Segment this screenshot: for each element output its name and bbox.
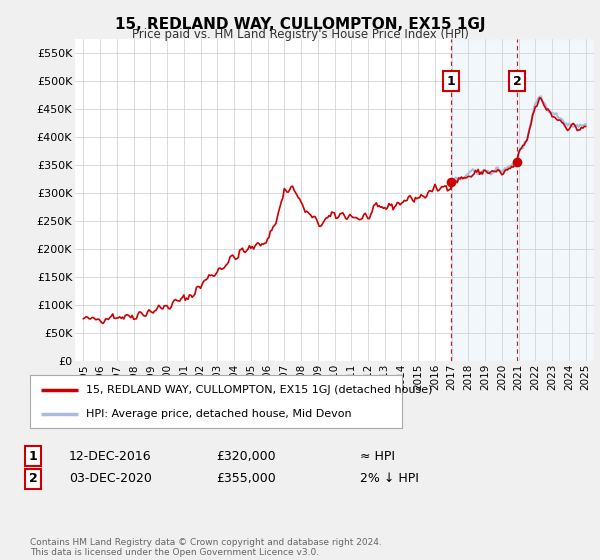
Text: Contains HM Land Registry data © Crown copyright and database right 2024.
This d: Contains HM Land Registry data © Crown c… — [30, 538, 382, 557]
Text: Price paid vs. HM Land Registry's House Price Index (HPI): Price paid vs. HM Land Registry's House … — [131, 28, 469, 41]
Text: ≈ HPI: ≈ HPI — [360, 450, 395, 463]
Text: £320,000: £320,000 — [216, 450, 275, 463]
Text: 15, REDLAND WAY, CULLOMPTON, EX15 1GJ: 15, REDLAND WAY, CULLOMPTON, EX15 1GJ — [115, 17, 485, 32]
Text: 2: 2 — [513, 74, 521, 88]
Text: 03-DEC-2020: 03-DEC-2020 — [69, 472, 152, 486]
Text: 2: 2 — [29, 472, 37, 486]
Bar — [451, 39, 594, 361]
Text: 15, REDLAND WAY, CULLOMPTON, EX15 1GJ (detached house): 15, REDLAND WAY, CULLOMPTON, EX15 1GJ (d… — [86, 385, 432, 395]
Text: HPI: Average price, detached house, Mid Devon: HPI: Average price, detached house, Mid … — [86, 409, 352, 419]
Text: £355,000: £355,000 — [216, 472, 276, 486]
Text: 12-DEC-2016: 12-DEC-2016 — [69, 450, 152, 463]
Text: 1: 1 — [446, 74, 455, 88]
Text: 1: 1 — [29, 450, 37, 463]
Text: 2% ↓ HPI: 2% ↓ HPI — [360, 472, 419, 486]
